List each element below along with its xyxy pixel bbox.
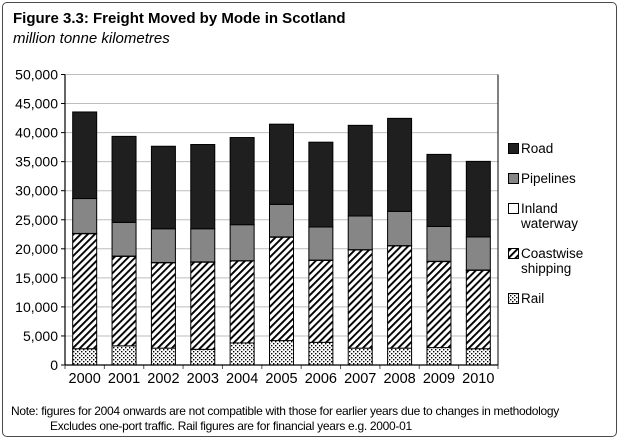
y-axis-tick-label: 30,000 bbox=[15, 183, 58, 199]
bar-segment-coastwise-shipping-2004 bbox=[229, 260, 255, 344]
coastwise-shipping-swatch-icon bbox=[508, 248, 519, 259]
bar-segment-pipelines-2008 bbox=[387, 210, 413, 247]
bar-segment-road-2008 bbox=[387, 117, 413, 212]
bar-segment-rail-2002 bbox=[150, 347, 176, 366]
bar-segment-coastwise-shipping-2000 bbox=[72, 233, 98, 350]
legend-swatch-rect bbox=[508, 293, 519, 304]
legend-item-pipelines: Pipelines bbox=[508, 171, 616, 186]
x-axis-labels: 2000 2001 2002 2003 2004 2005 2006 2007 2008 2009… bbox=[69, 371, 495, 387]
y-axis-tick-label: 20,000 bbox=[15, 241, 58, 257]
x-axis-tick-label: 2005 bbox=[265, 371, 297, 387]
y-axis-tick-label: 10,000 bbox=[15, 299, 58, 315]
bar-segment-coastwise-shipping-2006 bbox=[308, 259, 334, 343]
bar-segment-pipelines-2003 bbox=[190, 228, 216, 263]
y-axis-tick-label: 35,000 bbox=[15, 154, 58, 170]
bar-segment-road-2007 bbox=[347, 124, 373, 217]
legend-label: Inland waterway bbox=[521, 201, 579, 231]
bar-segment-rail-2006 bbox=[308, 341, 334, 366]
legend-swatch-rect bbox=[508, 173, 519, 184]
bars bbox=[72, 111, 491, 366]
bar-segment-road-2004 bbox=[229, 137, 255, 226]
bar-segment-pipelines-2007 bbox=[347, 215, 373, 251]
bar-segment-rail-2004 bbox=[229, 342, 255, 366]
chart-subtitle: million tonne kilometres bbox=[13, 30, 170, 47]
legend-label: Pipelines bbox=[521, 171, 576, 186]
bar-segment-road-2000 bbox=[72, 111, 98, 200]
y-axis-tick-label: 45,000 bbox=[15, 96, 58, 112]
chart-title: Figure 3.3: Freight Moved by Mode in Sco… bbox=[13, 10, 346, 27]
inland-waterway-swatch-icon bbox=[508, 203, 519, 214]
bar-segment-rail-2009 bbox=[426, 347, 452, 366]
bar-segment-coastwise-shipping-2008 bbox=[387, 245, 413, 349]
y-axis-tick-label: 50,000 bbox=[15, 67, 58, 83]
bar-segment-rail-2003 bbox=[190, 348, 216, 366]
road-swatch-icon bbox=[508, 143, 519, 154]
legend-item-coastwise-shipping: Coastwise shipping bbox=[508, 246, 616, 276]
bar-segment-rail-2008 bbox=[387, 347, 413, 366]
bar-segment-pipelines-2006 bbox=[308, 226, 334, 261]
bar-segment-rail-2000 bbox=[72, 348, 98, 366]
bar-segment-coastwise-shipping-2002 bbox=[150, 262, 176, 349]
y-axis-tick-label: 15,000 bbox=[15, 270, 58, 286]
legend-swatch-rect bbox=[508, 143, 519, 154]
x-axis-tick-label: 2001 bbox=[108, 371, 140, 387]
bar-segment-coastwise-shipping-2007 bbox=[347, 249, 373, 349]
x-axis-tick-label: 2004 bbox=[226, 371, 258, 387]
pipelines-swatch-icon bbox=[508, 173, 519, 184]
x-axis-tick-label: 2003 bbox=[187, 371, 219, 387]
legend-item-road: Road bbox=[508, 141, 616, 156]
y-axis-tick-label: 0 bbox=[50, 357, 58, 373]
legend-item-inland-waterway: Inland waterway bbox=[508, 201, 616, 231]
bar-segment-road-2001 bbox=[111, 135, 137, 223]
x-axis-tick-label: 2007 bbox=[344, 371, 376, 387]
x-axis-tick-label: 2002 bbox=[147, 371, 179, 387]
legend-label: Road bbox=[521, 141, 554, 156]
legend-swatch-rect bbox=[508, 203, 519, 214]
x-axis-tick-label: 2006 bbox=[305, 371, 337, 387]
bar-segment-pipelines-2009 bbox=[426, 225, 452, 262]
bar-segment-road-2009 bbox=[426, 153, 452, 227]
bar-segment-rail-2007 bbox=[347, 347, 373, 366]
bar-segment-pipelines-2002 bbox=[150, 228, 176, 263]
legend-item-rail: Rail bbox=[508, 291, 616, 306]
bar-segment-coastwise-shipping-2003 bbox=[190, 261, 216, 350]
bar-segment-pipelines-2010 bbox=[465, 236, 491, 271]
bar-segment-coastwise-shipping-2005 bbox=[269, 236, 294, 342]
x-axis-tick-label: 2000 bbox=[69, 371, 101, 387]
bar-segment-pipelines-2000 bbox=[72, 198, 98, 234]
x-axis-tick-label: 2008 bbox=[383, 371, 415, 387]
x-axis-tick-label: 2010 bbox=[462, 371, 494, 387]
footnote-line-2: Excludes one-port traffic. Rail figures … bbox=[50, 418, 412, 433]
bar-segment-rail-2001 bbox=[111, 345, 137, 366]
legend-label: Rail bbox=[521, 291, 545, 306]
axes bbox=[61, 74, 499, 369]
bar-segment-coastwise-shipping-2009 bbox=[426, 261, 452, 349]
bar-segment-road-2005 bbox=[269, 123, 294, 205]
bar-segment-rail-2005 bbox=[269, 340, 294, 366]
figure-frame: Figure 3.3: Freight Moved by Mode in Sco… bbox=[2, 2, 617, 437]
freight-stacked-bar-chart: 0 5,000 10,000 15,000 20,000 25,000 30,000 35,0… bbox=[15, 67, 499, 387]
bar-segment-rail-2010 bbox=[465, 348, 491, 366]
y-axis-labels: 0 5,000 10,000 15,000 20,000 25,000 30,000 35,0… bbox=[15, 67, 58, 374]
chart-legend: Road Pipelines Inland waterway Coastwise sh… bbox=[508, 141, 616, 321]
bar-segment-coastwise-shipping-2001 bbox=[111, 255, 137, 347]
bar-segment-pipelines-2004 bbox=[229, 224, 255, 262]
bar-segment-road-2002 bbox=[150, 145, 176, 230]
rail-swatch-icon bbox=[508, 293, 519, 304]
legend-swatch-rect bbox=[508, 248, 519, 259]
bar-segment-pipelines-2005 bbox=[269, 203, 294, 238]
bar-segment-road-2006 bbox=[308, 141, 334, 228]
bar-segment-road-2003 bbox=[190, 144, 216, 230]
bar-segment-road-2010 bbox=[465, 160, 491, 238]
legend-label: Coastwise shipping bbox=[521, 246, 584, 276]
y-axis-tick-label: 40,000 bbox=[15, 125, 58, 141]
bar-segment-coastwise-shipping-2010 bbox=[465, 269, 491, 350]
x-axis-tick-label: 2009 bbox=[423, 371, 455, 387]
y-axis-tick-label: 25,000 bbox=[15, 212, 58, 228]
bar-segment-pipelines-2001 bbox=[111, 221, 137, 257]
footnote-line-1: Note: figures for 2004 onwards are not c… bbox=[11, 404, 559, 418]
y-axis-tick-label: 5,000 bbox=[23, 328, 58, 344]
footnote: Note: figures for 2004 onwards are not c… bbox=[11, 404, 559, 433]
